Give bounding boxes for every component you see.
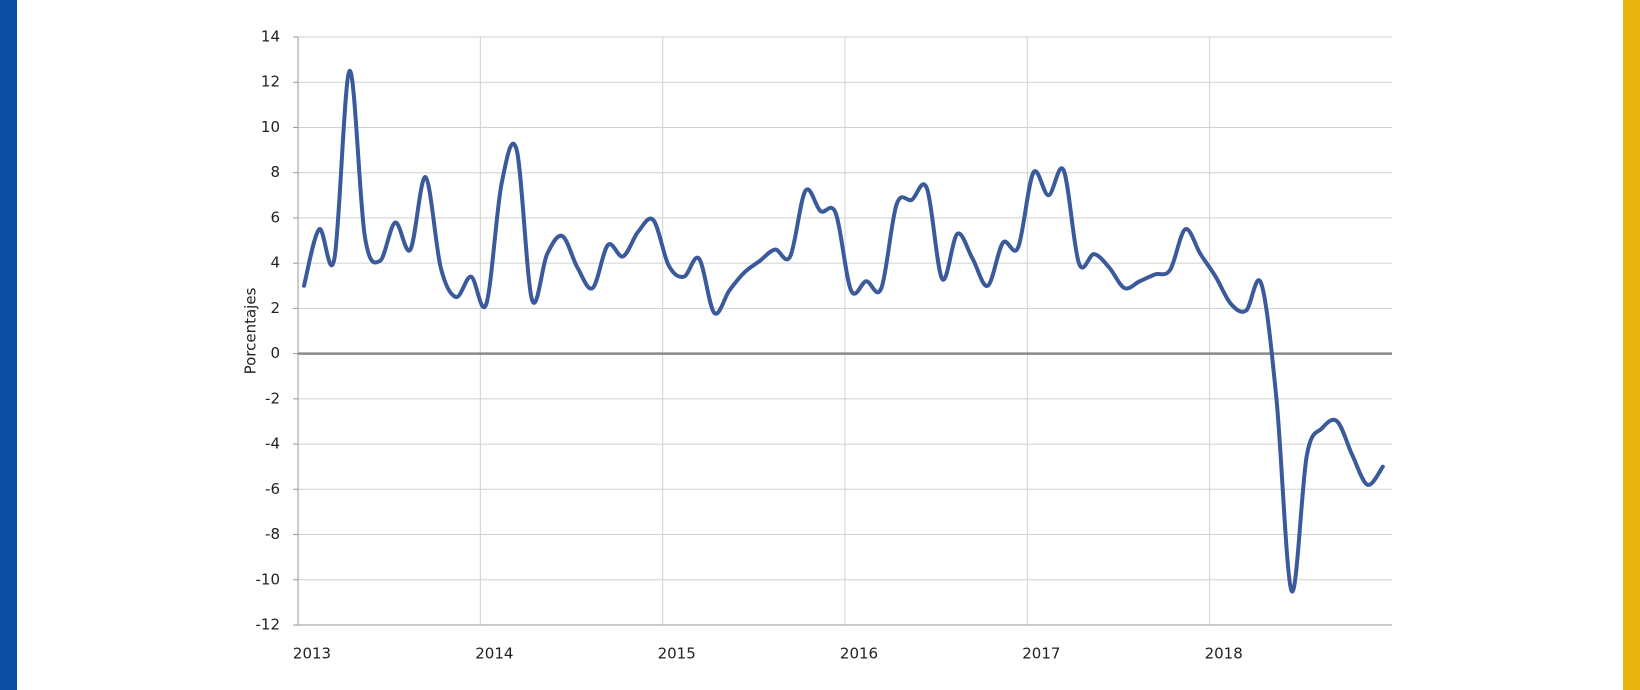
y-tick-label: 0 bbox=[270, 344, 280, 362]
y-tick-label: -12 bbox=[256, 616, 281, 634]
y-axis-label: Porcentajes bbox=[242, 287, 260, 374]
x-tick-label: 2013 bbox=[293, 645, 331, 663]
y-tick-label: -8 bbox=[265, 525, 280, 543]
x-tick-label: 2015 bbox=[658, 645, 696, 663]
left-band bbox=[0, 0, 17, 690]
data-line bbox=[302, 68, 1385, 594]
x-tick-label: 2018 bbox=[1205, 645, 1243, 663]
y-tick-label: 8 bbox=[270, 163, 280, 181]
y-tick-label: -6 bbox=[265, 480, 280, 498]
y-tick-label: -2 bbox=[265, 389, 280, 407]
x-tick-label: 2014 bbox=[475, 645, 513, 663]
y-tick-label: -4 bbox=[265, 435, 280, 453]
y-tick-label: -10 bbox=[256, 570, 281, 588]
y-tick-label: 12 bbox=[261, 73, 280, 91]
y-tick-label: 14 bbox=[261, 28, 280, 46]
y-tick-label: 4 bbox=[270, 254, 280, 272]
x-tick-label: 2016 bbox=[840, 645, 878, 663]
right-band bbox=[1623, 0, 1640, 690]
y-tick-label: 2 bbox=[270, 299, 280, 317]
x-tick-label: 2017 bbox=[1022, 645, 1060, 663]
y-tick-label: 10 bbox=[261, 118, 280, 136]
y-tick-label: 6 bbox=[270, 208, 280, 226]
